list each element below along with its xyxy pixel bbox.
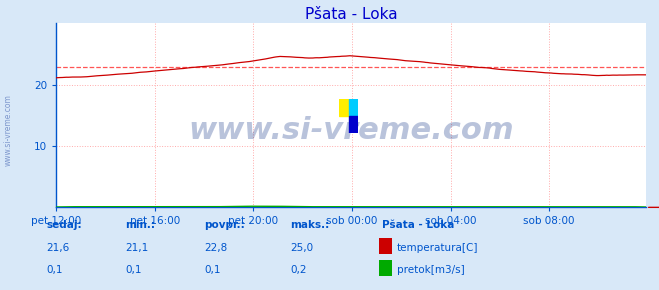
Text: Pšata - Loka: Pšata - Loka xyxy=(382,220,455,230)
Text: povpr.:: povpr.: xyxy=(204,220,245,230)
Text: min.:: min.: xyxy=(125,220,156,230)
Title: Pšata - Loka: Pšata - Loka xyxy=(304,7,397,22)
Text: pretok[m3/s]: pretok[m3/s] xyxy=(397,264,465,275)
Text: 21,6: 21,6 xyxy=(46,243,69,253)
Bar xyxy=(349,99,358,116)
Bar xyxy=(339,99,349,116)
Text: temperatura[C]: temperatura[C] xyxy=(397,243,478,253)
Bar xyxy=(349,116,358,133)
Text: 0,1: 0,1 xyxy=(125,264,142,275)
Text: 22,8: 22,8 xyxy=(204,243,227,253)
Text: 0,2: 0,2 xyxy=(290,264,306,275)
Text: maks.:: maks.: xyxy=(290,220,330,230)
Text: www.si-vreme.com: www.si-vreme.com xyxy=(3,95,13,166)
Text: www.si-vreme.com: www.si-vreme.com xyxy=(188,115,514,144)
Text: 21,1: 21,1 xyxy=(125,243,148,253)
Text: sedaj:: sedaj: xyxy=(46,220,82,230)
Text: 0,1: 0,1 xyxy=(46,264,63,275)
Text: 0,1: 0,1 xyxy=(204,264,221,275)
Text: 25,0: 25,0 xyxy=(290,243,313,253)
